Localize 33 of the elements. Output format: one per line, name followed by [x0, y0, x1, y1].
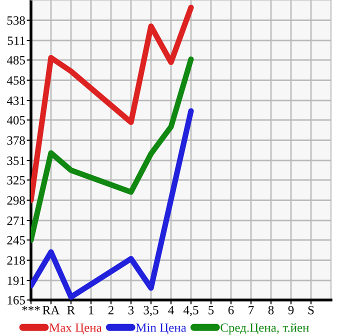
y-tick-label: 245: [7, 236, 25, 244]
x-tick-label: R: [67, 306, 76, 314]
y-tick-label: 165: [8, 296, 25, 304]
x-tick-label: 8: [268, 306, 274, 314]
legend-label: Сред.Цена, т.йен: [220, 323, 309, 334]
y-tick-label: 191: [8, 276, 25, 285]
x-tick-label: 3: [128, 306, 134, 314]
y-tick-label: 405: [6, 116, 25, 124]
x-tick-label: 1: [88, 306, 94, 314]
x-tick-label: 9: [288, 306, 294, 314]
y-tick-label: 485: [6, 56, 25, 64]
y-tick-label: 431: [6, 96, 25, 105]
y-tick-label: 298: [7, 196, 25, 205]
x-tick-label: 2: [108, 306, 114, 314]
x-tick-label: 4: [168, 306, 174, 314]
x-tick-label: 6: [228, 306, 234, 314]
y-tick-label: 218: [7, 256, 25, 265]
y-tick-label: 378: [7, 136, 25, 145]
y-tick-label: 351: [7, 156, 25, 165]
x-tick-label: ***: [22, 306, 40, 311]
x-tick-label: S: [308, 306, 314, 314]
x-tick-label: 7: [248, 306, 254, 314]
x-tick-label: RA: [42, 306, 60, 314]
x-tick-label: 4,5: [183, 306, 198, 316]
legend-label: Min Цена: [136, 323, 186, 334]
y-tick-label: 325: [7, 176, 25, 184]
y-tick-label: 538: [7, 16, 25, 25]
x-tick-label: 3,5: [144, 306, 158, 316]
y-tick-label: 511: [8, 36, 25, 45]
x-tick-label: 5: [208, 306, 214, 314]
legend-label: Max Цена: [49, 324, 102, 334]
y-tick-label: 271: [7, 216, 25, 225]
y-tick-label: 458: [6, 76, 25, 85]
